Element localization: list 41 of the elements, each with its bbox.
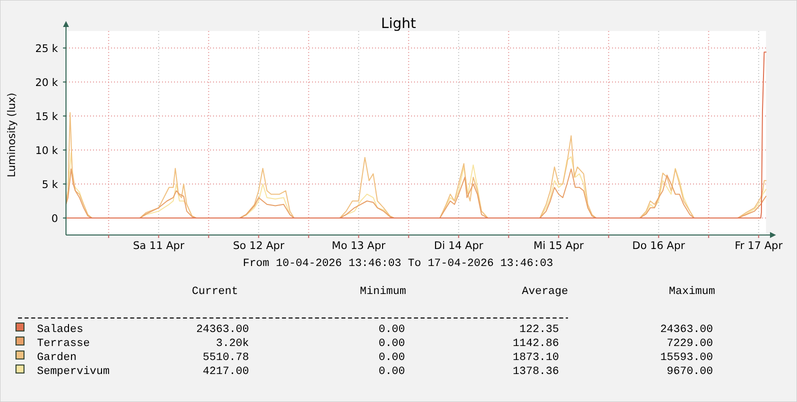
text: 0.00 [378, 366, 405, 378]
legend-label: Sempervivum [37, 366, 110, 378]
text: 4217.00 [202, 366, 249, 378]
text: 1873.10 [512, 352, 559, 364]
text: 3.20k [216, 338, 250, 350]
text: 0.00 [378, 352, 405, 364]
x-tick-label: Sa 11 Apr [132, 240, 185, 252]
text: Average [522, 286, 568, 298]
x-tick-label: Fr 17 Apr [734, 240, 784, 252]
x-tick-label: Do 16 Apr [632, 240, 686, 252]
chart-title: Light [381, 16, 416, 32]
text: Maximum [668, 286, 716, 298]
y-tick-label: 15 k [35, 111, 59, 123]
legend-label: Salades [37, 324, 84, 336]
x-tick-label: So 12 Apr [232, 240, 285, 252]
y-tick-label: 25 k [35, 43, 59, 55]
text: 7229.00 [666, 338, 713, 350]
text: 5510.78 [202, 352, 249, 364]
legend-label: Garden [37, 352, 77, 364]
y-axis-title: Luminosity (lux) [6, 92, 18, 178]
text: 122.35 [519, 324, 559, 336]
text: 24363.00 [196, 324, 249, 336]
text: 15593.00 [660, 352, 713, 364]
y-tick-label: 20 k [35, 77, 59, 89]
text: 9670.00 [666, 366, 713, 378]
x-tick-label: Mi 15 Apr [534, 240, 584, 252]
text: 1142.86 [512, 338, 559, 350]
line-series [66, 52, 766, 218]
y-tick-label: 5 k [42, 179, 59, 191]
y-tick-label: 10 k [35, 145, 59, 157]
text: 24363.00 [660, 324, 713, 336]
legend-label: Terrasse [37, 338, 90, 350]
y-tick-label: 0 [51, 213, 58, 225]
text: 0.00 [378, 338, 405, 350]
text: Minimum [360, 286, 406, 298]
text: 1378.36 [512, 366, 559, 378]
text: From 10-04-2026 13:46:03 To 17-04-2026 13:46:03 [242, 258, 554, 270]
x-tick-label: Di 14 Apr [434, 240, 484, 252]
text: 0.00 [378, 324, 405, 336]
x-tick-label: Mo 13 Apr [332, 240, 386, 252]
text: Current [192, 286, 238, 298]
